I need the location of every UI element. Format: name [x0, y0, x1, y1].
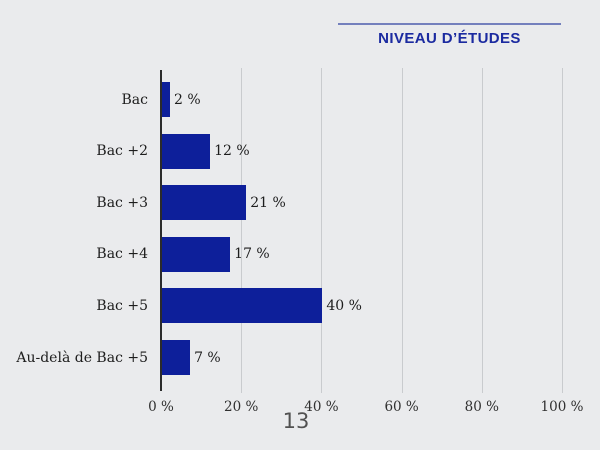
value-label: 2 %: [174, 91, 201, 108]
x-axis-tick-label: 60 %: [384, 399, 419, 415]
y-axis-line: [160, 70, 162, 391]
x-axis-tick-label: 0 %: [148, 399, 174, 415]
title-divider: [338, 23, 561, 25]
x-axis-tick-label: 80 %: [464, 399, 499, 415]
value-label: 17 %: [234, 246, 270, 263]
bar: [162, 340, 191, 375]
x-gridline: [321, 68, 323, 393]
x-gridline: [562, 68, 563, 393]
value-label: 40 %: [326, 297, 362, 314]
category-label: Bac +5: [96, 297, 148, 314]
value-label: 21 %: [250, 194, 286, 211]
value-label: 7 %: [194, 349, 221, 366]
x-axis-tick-label: 100 %: [540, 399, 584, 415]
bar: [162, 82, 171, 117]
category-label: Bac +2: [96, 143, 148, 160]
bar: [162, 288, 323, 324]
x-axis-tick-label: 20 %: [224, 399, 259, 415]
x-gridline: [481, 68, 483, 393]
category-label: Bac +3: [96, 194, 148, 211]
category-label: Bac +4: [96, 246, 148, 263]
bar: [162, 133, 211, 169]
category-label: Bac: [121, 91, 148, 108]
x-axis-tick-label: 40 %: [304, 399, 339, 415]
chart-title: NIVEAU D’ÉTUDES: [378, 30, 521, 47]
value-label: 12 %: [214, 143, 250, 160]
x-gridline: [241, 68, 243, 393]
category-label: Au-delà de Bac +5: [16, 349, 148, 366]
page-number: 13: [282, 409, 310, 433]
bar-chart-plot-area: 0 % 20 % 40 % 60 % 80 % 100 % Bac 2 % Bac +2 12 %…: [16, 68, 583, 415]
x-gridline: [401, 68, 403, 393]
bar: [162, 236, 231, 272]
bar: [162, 185, 247, 221]
